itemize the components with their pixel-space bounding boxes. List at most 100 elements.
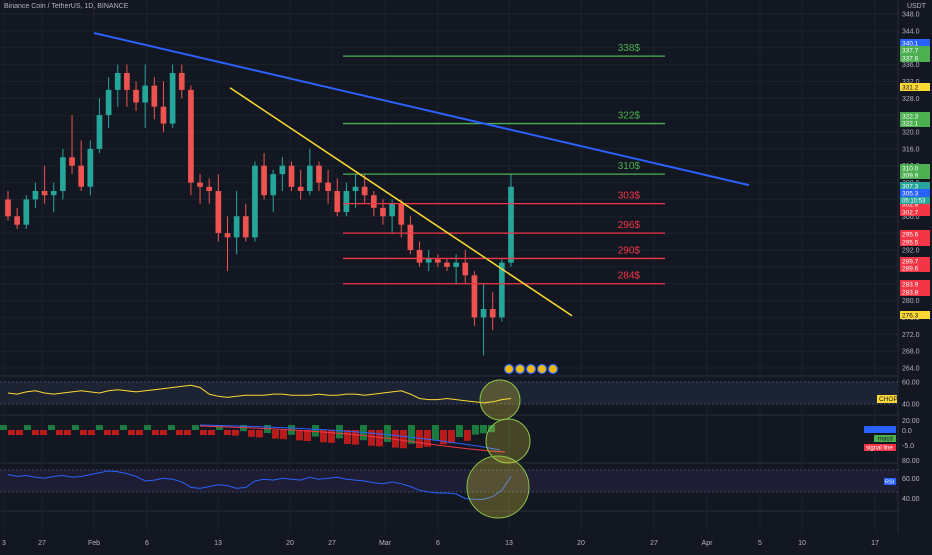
- macd-histogram-bar: [120, 425, 127, 430]
- rsi-tick: 40.00: [902, 496, 920, 503]
- x-tick-label: 13: [505, 540, 513, 547]
- candle-body: [334, 191, 341, 213]
- price-tag: [900, 264, 930, 272]
- macd-histogram-bar: [320, 430, 327, 443]
- macd-histogram-bar: [200, 430, 207, 435]
- price-tag: [900, 257, 930, 265]
- macd-histogram-bar: [16, 430, 23, 435]
- price-tag-label: 302.9: [902, 202, 919, 209]
- macd-histogram-bar: [24, 425, 31, 430]
- price-tag: [900, 288, 930, 296]
- candle-body: [352, 186, 359, 191]
- candle-body: [215, 191, 222, 234]
- currency-label: USDT: [906, 3, 926, 10]
- x-tick-label: 3: [2, 540, 6, 547]
- signal-legend-label: signal line: [866, 446, 893, 452]
- signal-line: [199, 425, 506, 453]
- price-tag: [900, 238, 930, 246]
- macd-histogram-bar: [32, 430, 39, 435]
- candle-body: [206, 186, 213, 191]
- level-label: 310$: [618, 161, 641, 172]
- price-tag: [900, 230, 930, 238]
- level-label: 303$: [618, 191, 641, 202]
- macd-histogram-bar: [168, 425, 175, 430]
- x-tick-label: 17: [871, 540, 879, 547]
- candle-body: [87, 148, 94, 187]
- macd-histogram-bar: [472, 425, 479, 435]
- macd-tick: 20.00: [902, 418, 920, 425]
- price-tag-label: 337.7: [902, 48, 919, 55]
- chop-highlight-circle: [479, 379, 521, 421]
- event-icon: [514, 363, 526, 375]
- candle-body: [435, 258, 441, 263]
- candle-body: [370, 195, 377, 208]
- macd-histogram-bar: [312, 425, 319, 437]
- candle-body: [142, 85, 149, 103]
- macd-histogram-bar: [192, 425, 199, 430]
- macd-histogram-bar: [48, 425, 55, 430]
- macd-histogram-bar: [384, 425, 391, 442]
- price-tag-label: 289.6: [902, 266, 919, 273]
- price-tag-label: 310.0: [902, 166, 919, 173]
- macd-histogram-bar: [464, 430, 471, 441]
- candle-body: [105, 89, 112, 116]
- price-tag: [900, 189, 930, 197]
- price-tag-label: 295.5: [902, 240, 919, 247]
- price-tag: [900, 182, 930, 190]
- price-tag-label: 276.3: [902, 313, 919, 320]
- candle-body: [78, 165, 84, 187]
- price-tag-label: 340.1: [902, 41, 919, 48]
- candle-body: [297, 186, 304, 191]
- macd-histogram-bar: [448, 430, 455, 444]
- candle-body: [197, 182, 203, 187]
- blue-trendline: [93, 31, 750, 187]
- rsi-band: [0, 470, 898, 492]
- price-tag: [900, 208, 930, 216]
- level-label: 284$: [618, 271, 641, 282]
- macd-histogram-bar: [64, 430, 71, 435]
- candle-body: [508, 186, 514, 263]
- macd-legend-tag: [874, 435, 896, 442]
- price-tag-label: 331.2: [902, 85, 919, 92]
- candle-body: [416, 250, 423, 263]
- price-tag-label: 322.3: [902, 114, 919, 121]
- countdown-tag: [900, 197, 930, 204]
- macd-histogram-bar: [424, 430, 431, 447]
- price-tag: [900, 54, 930, 62]
- x-tick-label: 27: [328, 540, 336, 547]
- candle-body: [151, 85, 158, 107]
- candle-body: [380, 207, 386, 217]
- x-tick-label: 27: [38, 540, 46, 547]
- rsi-label: RSI: [885, 480, 895, 486]
- candle-body: [169, 73, 176, 124]
- macd-histogram-bar: [232, 430, 239, 436]
- level-label: 338$: [618, 43, 641, 54]
- chop-label: CHOP: [879, 396, 898, 403]
- macd-histogram-bar: [208, 430, 215, 435]
- candle-body: [96, 115, 103, 149]
- price-tag: [900, 83, 930, 91]
- y-tick-label: 332.0: [902, 79, 920, 86]
- candle-body: [389, 203, 395, 217]
- price-tag-label: 302.7: [902, 210, 919, 217]
- price-tag: [900, 171, 930, 179]
- event-icon: [525, 363, 537, 375]
- candle-body: [50, 191, 57, 196]
- x-tick-label: 13: [214, 540, 222, 547]
- y-tick-label: 280.0: [902, 298, 920, 305]
- macd-histogram-bar: [240, 425, 247, 432]
- candle-body: [425, 258, 432, 263]
- price-tag: [900, 119, 930, 127]
- price-tag-label: 283.9: [902, 282, 919, 289]
- macd-histogram-bar: [392, 430, 399, 448]
- signal-legend-tag: [864, 444, 896, 451]
- y-tick-label: 264.0: [902, 366, 920, 373]
- candle-body: [261, 165, 267, 196]
- macd-histogram-bar: [56, 430, 63, 435]
- macd-histogram-bar: [160, 430, 167, 435]
- y-tick-label: 300.0: [902, 214, 920, 221]
- event-icon: [503, 363, 515, 375]
- x-tick-label: Mar: [379, 540, 392, 547]
